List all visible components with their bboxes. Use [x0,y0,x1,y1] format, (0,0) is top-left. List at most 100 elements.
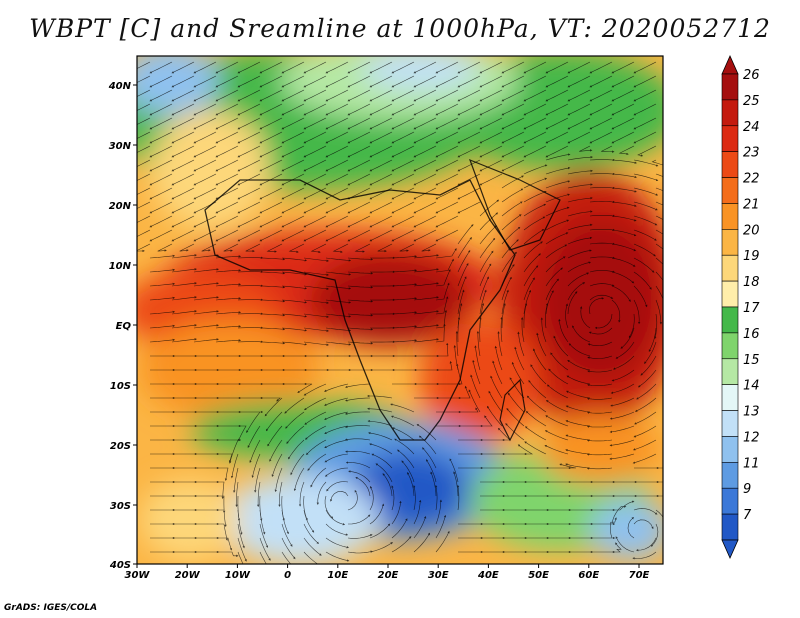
streamline [391,61,415,74]
streamline [347,327,374,331]
streamline [246,411,261,434]
streamline [137,103,151,111]
streamline [472,359,481,385]
streamline [640,355,657,376]
streamline [567,236,593,245]
streamline [457,237,472,259]
streamline [479,145,503,158]
streamline [501,159,525,172]
streamline [565,449,591,455]
streamline [611,505,627,525]
streamline [149,254,176,259]
streamline [435,103,459,116]
streamline [501,251,517,273]
streamline [540,317,547,343]
map-panel[interactable] [100,40,680,574]
streamline [501,75,525,88]
lon-label: 10E [327,570,348,581]
streamline [655,215,663,220]
streamline [567,89,591,102]
streamline [435,61,459,74]
streamline [545,153,571,161]
streamline [281,117,305,130]
streamline [303,313,329,318]
streamline [391,297,418,301]
lat-label: 30N [109,141,132,152]
streamline [259,61,283,74]
streamline [655,509,663,518]
streamline [274,467,283,493]
streamline [544,445,569,455]
streamline [655,285,663,300]
streamline [636,383,657,400]
streamline [215,187,239,200]
streamline [528,380,547,399]
streamline [506,407,525,427]
streamline [435,499,443,525]
streamline [229,439,239,464]
streamline [565,420,591,427]
streamline [235,481,239,508]
streamline [325,551,350,562]
lat-label: 10S [110,381,131,392]
streamline [391,89,415,102]
streamline [545,193,570,203]
streamline [474,345,481,371]
colorbar-label: 9 [743,482,751,497]
streamline [369,523,391,539]
streamline [589,228,616,232]
streamline [347,534,373,539]
streamline [501,145,525,158]
streamline [391,536,412,553]
streamline [523,75,547,88]
streamline [347,489,358,511]
streamline [193,75,217,88]
streamline [281,201,305,214]
streamline [369,542,394,553]
streamline [260,397,281,402]
streamline [281,215,305,228]
streamline [536,332,547,357]
colorbar-label: 13 [743,405,760,420]
streamlines [137,61,663,564]
streamline [589,131,613,144]
streamline [247,425,261,448]
streamline [589,186,616,190]
streamline [237,509,243,535]
streamline [435,514,447,539]
streamline [611,89,635,102]
longitude-axis: 30W 20W 10W 0 10E 20E 30E 40E 50E 60E 70E [125,564,650,581]
colorbar-label: 18 [743,275,760,290]
streamline [457,224,474,245]
streamline [237,201,261,214]
streamline [435,145,459,158]
streamline [523,103,547,116]
streamline [325,313,352,318]
streamline [501,264,515,287]
streamline [421,243,437,252]
streamline [611,103,635,116]
streamline [545,415,569,427]
streamline [369,215,393,228]
streamline [171,159,195,172]
streamline [435,530,450,553]
streamline [501,276,512,301]
streamline [453,471,459,497]
streamline [259,537,271,561]
streamline [369,61,393,74]
streamline [523,61,547,74]
streamline [325,173,349,186]
streamline [193,201,217,214]
streamline [632,439,657,451]
streamline [281,285,308,290]
streamline [259,551,267,564]
streamline [611,369,635,382]
streamline [422,447,437,469]
streamline [259,89,283,102]
streamline [525,410,547,427]
streamline [633,519,654,530]
streamline [369,145,393,158]
streamline [259,131,283,144]
streamline [413,201,437,214]
streamline [655,173,663,177]
